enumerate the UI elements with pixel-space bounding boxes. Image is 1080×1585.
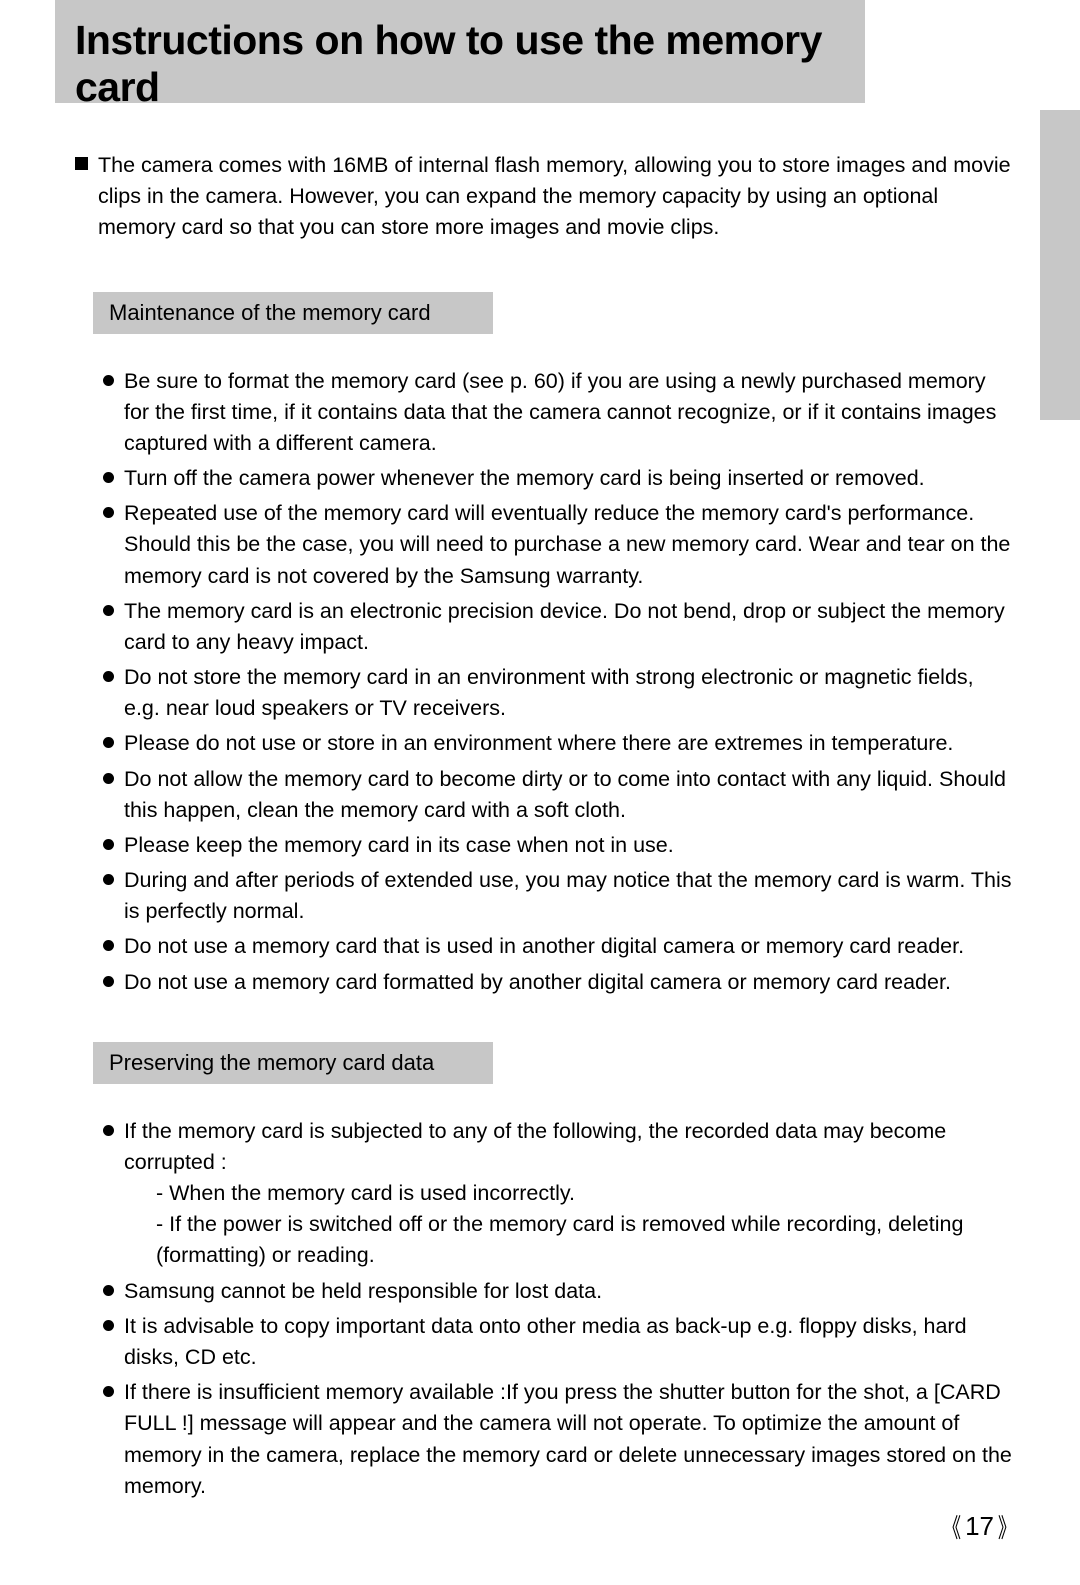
round-bullet-icon [103, 773, 114, 784]
page-title: Instructions on how to use the memory ca… [75, 17, 865, 111]
list-item: If there is insufficient memory availabl… [103, 1377, 1015, 1502]
list-item: Do not store the memory card in an envir… [103, 662, 1015, 724]
bullet-text: Please do not use or store in an environ… [124, 728, 953, 759]
bullet-text: Be sure to format the memory card (see p… [124, 366, 1015, 460]
page-number-value: 17 [965, 1511, 994, 1542]
intro-block: The camera comes with 16MB of internal f… [75, 150, 1015, 244]
bullet-text: Repeated use of the memory card will eve… [124, 498, 1015, 592]
content-area: The camera comes with 16MB of internal f… [75, 150, 1015, 1546]
round-bullet-icon [103, 507, 114, 518]
bullet-main-text: If the memory card is subjected to any o… [124, 1119, 946, 1174]
round-bullet-icon [103, 1285, 114, 1296]
bullet-text: If the memory card is subjected to any o… [124, 1116, 1015, 1272]
sub-item: - If the power is switched off or the me… [124, 1209, 1015, 1271]
list-item: It is advisable to copy important data o… [103, 1311, 1015, 1373]
bullet-text: Turn off the camera power whenever the m… [124, 463, 925, 494]
bullet-list-maintenance: Be sure to format the memory card (see p… [103, 366, 1015, 998]
manual-page: Instructions on how to use the memory ca… [0, 0, 1080, 1585]
bullet-text: The memory card is an electronic precisi… [124, 596, 1015, 658]
bullet-text: If there is insufficient memory availabl… [124, 1377, 1015, 1502]
list-item: Do not use a memory card that is used in… [103, 931, 1015, 962]
list-item: Do not use a memory card formatted by an… [103, 967, 1015, 998]
list-item: Please keep the memory card in its case … [103, 830, 1015, 861]
list-item: Turn off the camera power whenever the m… [103, 463, 1015, 494]
title-bar: Instructions on how to use the memory ca… [55, 25, 865, 103]
round-bullet-icon [103, 1125, 114, 1136]
list-item: Be sure to format the memory card (see p… [103, 366, 1015, 460]
intro-text: The camera comes with 16MB of internal f… [98, 150, 1015, 244]
round-bullet-icon [103, 1386, 114, 1397]
list-item: If the memory card is subjected to any o… [103, 1116, 1015, 1272]
section-heading-preserving: Preserving the memory card data [93, 1042, 493, 1084]
round-bullet-icon [103, 940, 114, 951]
bullet-text: Do not use a memory card formatted by an… [124, 967, 951, 998]
round-bullet-icon [103, 472, 114, 483]
bullet-list-preserving: If the memory card is subjected to any o… [103, 1116, 1015, 1502]
bullet-text: Samsung cannot be held responsible for l… [124, 1276, 602, 1307]
list-item: Please do not use or store in an environ… [103, 728, 1015, 759]
round-bullet-icon [103, 1320, 114, 1331]
round-bullet-icon [103, 976, 114, 987]
bullet-text: During and after periods of extended use… [124, 865, 1015, 927]
round-bullet-icon [103, 874, 114, 885]
section-heading-maintenance: Maintenance of the memory card [93, 292, 493, 334]
page-number: 《 17 》 [939, 1508, 1020, 1545]
list-item: The memory card is an electronic precisi… [103, 596, 1015, 658]
round-bullet-icon [103, 737, 114, 748]
round-bullet-icon [103, 375, 114, 386]
side-tab [1040, 110, 1080, 420]
list-item: During and after periods of extended use… [103, 865, 1015, 927]
bullet-text: Do not allow the memory card to become d… [124, 764, 1015, 826]
right-angle-icon: 》 [998, 1508, 1016, 1545]
left-angle-icon: 《 [943, 1508, 961, 1545]
bullet-text: Do not store the memory card in an envir… [124, 662, 1015, 724]
bullet-text: It is advisable to copy important data o… [124, 1311, 1015, 1373]
round-bullet-icon [103, 671, 114, 682]
square-bullet-icon [75, 157, 88, 170]
sub-item: - When the memory card is used incorrect… [124, 1178, 1015, 1209]
bullet-text: Please keep the memory card in its case … [124, 830, 674, 861]
list-item: Repeated use of the memory card will eve… [103, 498, 1015, 592]
round-bullet-icon [103, 839, 114, 850]
round-bullet-icon [103, 605, 114, 616]
list-item: Do not allow the memory card to become d… [103, 764, 1015, 826]
list-item: Samsung cannot be held responsible for l… [103, 1276, 1015, 1307]
bullet-text: Do not use a memory card that is used in… [124, 931, 964, 962]
